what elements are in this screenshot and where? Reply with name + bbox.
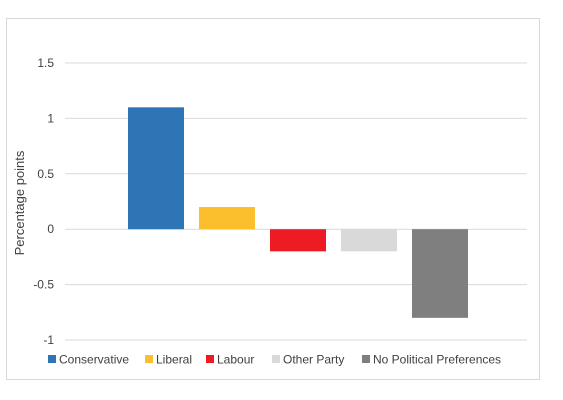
bar — [128, 107, 184, 230]
legend-label: Labour — [217, 353, 254, 367]
legend-swatch — [362, 355, 370, 363]
legend-swatch — [145, 355, 153, 363]
legend-swatch — [206, 355, 214, 363]
bar — [341, 229, 397, 252]
bars — [128, 107, 468, 318]
y-tick-label: -1 — [43, 333, 54, 347]
legend-label: Liberal — [156, 353, 192, 367]
y-axis-ticks: 1.5 1 0.5 0 -0.5 -1 — [33, 56, 54, 347]
legend-label: Conservative — [59, 353, 129, 367]
y-tick-label: 1 — [47, 111, 54, 125]
bar — [199, 207, 255, 230]
bar — [270, 229, 326, 252]
legend-swatch — [48, 355, 56, 363]
legend-label: Other Party — [283, 353, 344, 367]
y-tick-label: 0 — [47, 222, 54, 236]
y-tick-label: 0.5 — [37, 167, 54, 181]
legend-swatch — [272, 355, 280, 363]
y-tick-label: 1.5 — [37, 56, 54, 70]
legend: Conservative Liberal Labour Other Party No P… — [48, 353, 501, 367]
bar — [412, 229, 468, 318]
chart-frame — [6, 18, 540, 380]
y-tick-label: -0.5 — [33, 278, 54, 292]
y-axis-label: Percentage points — [12, 150, 27, 255]
legend-label: No Political Preferences — [373, 353, 501, 367]
